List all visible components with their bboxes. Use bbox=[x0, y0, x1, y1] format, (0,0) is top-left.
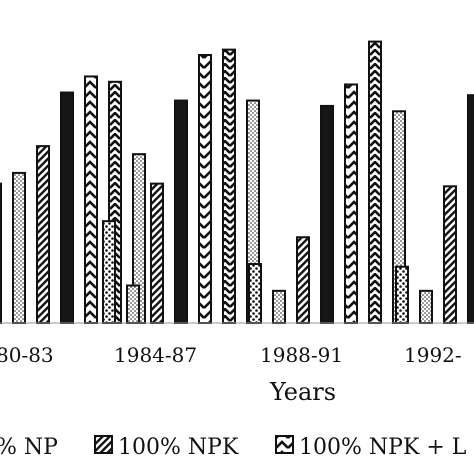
bar-s3-1988-91 bbox=[296, 236, 310, 325]
legend-label: 100% NPK bbox=[118, 435, 239, 460]
category-labels: 80-83 1984-87 1988-91 1992- bbox=[0, 343, 462, 367]
tick-label: 1992- bbox=[404, 343, 462, 367]
bar-s5-1988-91 bbox=[344, 83, 358, 325]
bar-s2-1980-83 bbox=[12, 171, 26, 324]
x-axis-title: Years bbox=[269, 378, 336, 406]
bar-s5-1980-83 bbox=[84, 75, 98, 324]
bar-s4-1988-91 bbox=[320, 104, 334, 324]
legend: % NP 100% NPK 100% NPK + L bbox=[0, 435, 467, 460]
bar-s3-1980-83 bbox=[36, 145, 50, 324]
bar-s4-1980-83 bbox=[60, 91, 74, 324]
bar-s5-1984-87 bbox=[198, 54, 212, 324]
legend-label: 100% NPK + L bbox=[299, 435, 467, 460]
bar-s6-1984-87 bbox=[222, 48, 236, 324]
tick-label: 1988-91 bbox=[260, 343, 343, 367]
bar-s4-1984-87 bbox=[174, 99, 188, 324]
bar-s2-1992-95 bbox=[419, 289, 433, 324]
legend-label: % NP bbox=[0, 435, 58, 460]
bar-s3-1984-87 bbox=[150, 182, 164, 324]
tick-label: 80-83 bbox=[0, 343, 54, 367]
bar-s1-1988-91 bbox=[248, 263, 262, 325]
bar-s2-1984-87 bbox=[126, 284, 140, 325]
bar-s2-1988-91 bbox=[272, 289, 286, 324]
legend-swatch bbox=[275, 435, 294, 454]
bar-s4-1992-95 bbox=[467, 94, 474, 324]
legend-swatch bbox=[94, 435, 113, 454]
bar-s1-1992-95 bbox=[395, 265, 409, 324]
bar-s3-1992-95 bbox=[443, 185, 457, 324]
bar-s1-1984-87 bbox=[102, 220, 116, 324]
bar-s6-1988-91 bbox=[368, 40, 382, 324]
bar-s1-1980-83 bbox=[0, 182, 2, 324]
bars-group bbox=[0, 40, 474, 325]
tick-label: 1984-87 bbox=[114, 343, 197, 367]
